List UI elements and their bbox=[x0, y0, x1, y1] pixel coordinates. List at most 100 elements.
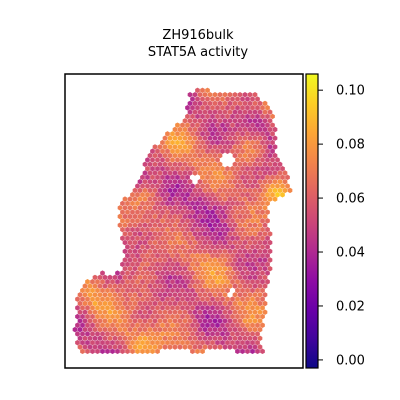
spot-marker bbox=[130, 270, 135, 276]
spot-marker bbox=[127, 196, 133, 202]
spot-marker bbox=[210, 279, 215, 285]
spot-marker bbox=[140, 261, 145, 268]
spot-marker bbox=[247, 326, 253, 333]
spot-marker bbox=[220, 183, 225, 189]
spot-marker bbox=[200, 279, 205, 285]
spot-marker bbox=[217, 309, 223, 315]
spot-marker bbox=[190, 287, 195, 294]
spot-marker bbox=[202, 248, 208, 254]
spot-marker bbox=[222, 335, 228, 341]
spot-marker bbox=[202, 318, 208, 324]
spot-marker bbox=[170, 244, 175, 250]
spot-marker bbox=[237, 266, 243, 272]
spot-marker bbox=[260, 174, 265, 181]
spot-marker bbox=[175, 235, 180, 241]
spot-marker bbox=[130, 305, 135, 311]
spot-marker bbox=[232, 109, 238, 115]
spot-marker bbox=[227, 231, 233, 237]
spot-marker bbox=[245, 165, 250, 172]
spot-marker bbox=[237, 100, 243, 107]
spot-marker bbox=[215, 96, 220, 102]
spot-marker bbox=[170, 279, 175, 285]
spot-marker bbox=[247, 170, 253, 176]
spot-marker bbox=[265, 105, 270, 111]
spot-marker bbox=[137, 257, 143, 263]
spot-marker bbox=[217, 248, 223, 254]
spot-marker bbox=[80, 287, 85, 294]
spot-marker bbox=[107, 318, 113, 324]
spot-marker bbox=[200, 105, 205, 111]
spot-marker bbox=[127, 300, 133, 307]
spot-marker bbox=[225, 165, 230, 172]
spot-marker bbox=[240, 200, 245, 207]
spot-marker bbox=[240, 148, 245, 154]
spot-marker bbox=[205, 296, 210, 302]
spot-marker bbox=[237, 335, 243, 341]
spot-marker bbox=[232, 118, 238, 124]
spot-marker bbox=[122, 239, 128, 246]
spot-marker bbox=[185, 322, 190, 328]
spot-marker bbox=[215, 226, 220, 233]
spot-marker bbox=[152, 152, 158, 159]
spot-marker bbox=[255, 122, 260, 128]
spot-marker bbox=[247, 92, 253, 98]
spot-marker bbox=[267, 196, 273, 202]
spot-marker bbox=[247, 292, 253, 298]
spot-marker bbox=[170, 174, 175, 181]
spot-marker bbox=[237, 274, 243, 281]
spot-marker bbox=[135, 348, 140, 355]
spot-marker bbox=[150, 226, 155, 233]
spot-marker bbox=[220, 244, 225, 250]
spot-marker bbox=[177, 300, 183, 307]
spot-marker bbox=[165, 174, 170, 181]
spot-marker bbox=[262, 126, 268, 133]
spot-marker bbox=[215, 270, 220, 276]
spot-marker bbox=[207, 266, 213, 272]
spot-marker bbox=[140, 183, 145, 189]
spot-marker bbox=[240, 157, 245, 163]
spot-marker bbox=[217, 161, 223, 167]
spot-marker bbox=[255, 331, 260, 337]
spot-marker bbox=[247, 335, 253, 341]
spot-marker bbox=[145, 226, 150, 233]
spot-marker bbox=[217, 231, 223, 237]
spot-marker bbox=[225, 131, 230, 137]
spot-marker bbox=[217, 135, 223, 141]
spot-marker bbox=[135, 305, 140, 311]
spot-marker bbox=[175, 270, 180, 276]
spot-marker bbox=[192, 152, 198, 159]
spot-marker bbox=[192, 109, 198, 115]
spot-marker bbox=[192, 187, 198, 194]
spot-marker bbox=[250, 252, 255, 259]
spot-marker bbox=[257, 266, 263, 272]
spot-marker bbox=[265, 165, 270, 172]
spot-marker bbox=[167, 196, 173, 202]
spot-marker bbox=[220, 131, 225, 137]
spot-marker bbox=[77, 300, 83, 307]
spot-marker bbox=[200, 296, 205, 302]
spot-marker bbox=[227, 344, 233, 350]
spot-marker bbox=[140, 270, 145, 276]
spot-marker bbox=[187, 344, 193, 350]
spot-marker bbox=[167, 213, 173, 220]
spot-marker bbox=[232, 161, 238, 167]
spot-marker bbox=[232, 266, 238, 272]
spot-marker bbox=[195, 235, 200, 241]
spot-marker bbox=[207, 205, 213, 211]
spot-marker bbox=[240, 105, 245, 111]
spot-marker bbox=[195, 113, 200, 120]
spot-marker bbox=[147, 318, 153, 324]
spot-marker bbox=[160, 139, 165, 146]
spot-marker bbox=[97, 326, 103, 333]
spot-marker bbox=[170, 218, 175, 224]
spot-marker bbox=[162, 335, 168, 341]
spot-marker bbox=[227, 187, 233, 194]
spot-marker bbox=[192, 222, 198, 228]
spot-marker bbox=[275, 157, 280, 163]
spot-marker bbox=[117, 213, 123, 220]
spot-marker bbox=[260, 279, 265, 285]
spot-marker bbox=[255, 244, 260, 250]
spot-marker bbox=[210, 105, 215, 111]
spot-marker bbox=[265, 270, 270, 276]
spot-marker bbox=[175, 139, 180, 146]
